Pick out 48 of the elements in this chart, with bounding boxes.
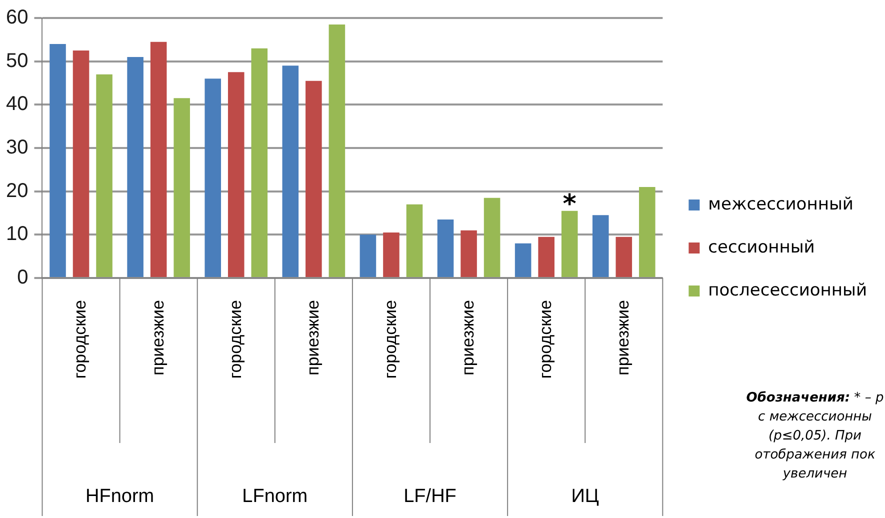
bar xyxy=(204,78,222,277)
bar xyxy=(50,44,66,277)
text: Обозначения: * – р с межсессионны (p≤0,05). При отображения пок увеличен xyxy=(746,390,884,482)
y-tick-label: 20 xyxy=(6,180,28,202)
bar xyxy=(174,98,190,277)
x-tick-label: приезжие xyxy=(148,300,168,376)
text: LF/HF xyxy=(404,486,456,508)
bar xyxy=(251,48,268,277)
bar xyxy=(360,234,376,277)
x-tick-label: приезжие xyxy=(458,300,478,376)
y-tick-label: 30 xyxy=(6,136,28,159)
bar xyxy=(437,220,454,277)
bar xyxy=(383,232,400,277)
bar xyxy=(514,243,532,277)
bar xyxy=(150,42,167,277)
data-label: * xyxy=(562,190,577,220)
bar xyxy=(484,198,500,277)
y-tick-label: 50 xyxy=(6,50,28,72)
bar xyxy=(538,236,554,277)
y-tick-label: 10 xyxy=(6,223,28,246)
x-tick-label: городские xyxy=(70,300,90,379)
x-tick-label: городские xyxy=(536,300,556,379)
x-tick-label: городские xyxy=(226,300,245,379)
y-tick-label: 40 xyxy=(6,93,28,116)
bar xyxy=(306,80,322,277)
legend-label: послесессионный xyxy=(708,280,868,300)
legend-label: сессионный xyxy=(708,237,815,258)
y-tick-label: 60 xyxy=(6,6,28,29)
x-tick-label: приезжие xyxy=(614,300,633,376)
bar xyxy=(639,187,656,277)
bar xyxy=(406,204,423,277)
bar xyxy=(328,24,346,277)
legend-label: межсессионный xyxy=(708,194,854,214)
x-tick-label: городские xyxy=(380,300,400,379)
bar xyxy=(96,74,112,277)
bar xyxy=(561,210,578,277)
bar xyxy=(127,57,144,277)
bar xyxy=(282,66,299,277)
y-tick-label: 0 xyxy=(17,266,28,289)
bar xyxy=(228,72,244,277)
text: HFnorm xyxy=(85,486,154,508)
text: LFnorm xyxy=(242,486,308,508)
bar xyxy=(592,215,609,277)
text: ИЦ xyxy=(571,486,599,508)
bar xyxy=(616,236,632,277)
x-tick-label: приезжие xyxy=(303,300,322,376)
bar xyxy=(460,230,477,277)
bar xyxy=(72,50,90,277)
